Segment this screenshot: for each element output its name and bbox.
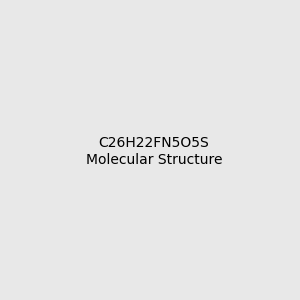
Text: C26H22FN5O5S
Molecular Structure: C26H22FN5O5S Molecular Structure	[85, 136, 222, 166]
